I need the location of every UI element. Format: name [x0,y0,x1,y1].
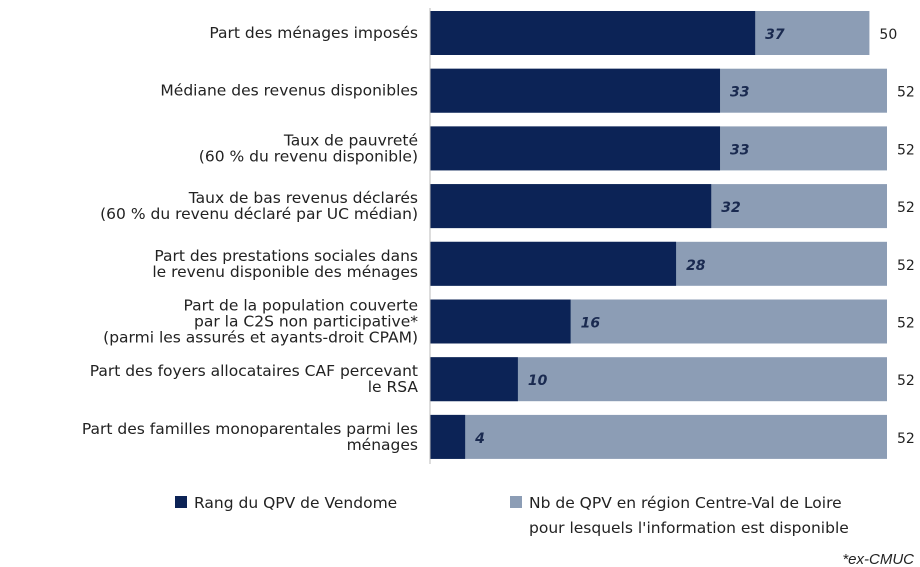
category-label: Part des prestations sociales dans le rev… [152,246,418,280]
data-label: 52 [897,316,915,332]
legend-label: Nb de QPV en région Centre-Val de Loire p… [529,494,849,537]
bar [430,414,887,459]
data-label: 52 [897,200,915,216]
data-label: 52 [897,85,915,101]
data-label: 52 [897,431,915,447]
data-label: 37 [765,27,785,43]
bar [430,241,677,286]
data-label: 16 [581,316,601,332]
legend-label: Rang du QPV de Vendome [194,494,397,512]
bar [430,299,571,344]
category-label: Médiane des revenus disponibles [160,81,418,99]
data-label: 28 [686,258,706,274]
legend-swatch [175,496,187,508]
bar [430,414,466,459]
data-label: 10 [528,373,548,389]
category-label: Part des familles monoparentales parmi l… [82,419,418,453]
category-label: Part de la population couverte par la C2S… [103,296,418,346]
category-label: Taux de bas revenus déclarés (60 % du rev… [100,189,418,223]
bar [430,11,756,55]
data-label: 50 [879,27,897,43]
data-label: 52 [897,373,915,389]
category-label: Taux de pauvreté (60 % du revenu disponib… [199,131,418,165]
bar [430,126,721,171]
category-label: Part des foyers allocataires CAF perceva… [90,362,419,396]
data-label: 33 [730,142,749,158]
footnote: *ex-CMUC [842,551,914,567]
legend-swatch [510,496,522,508]
data-label: 52 [897,142,915,158]
data-label: 52 [897,258,915,274]
data-label: 4 [474,431,485,447]
data-label: 33 [730,85,749,101]
category-label: Part des ménages imposés [209,24,418,42]
bar [430,68,721,113]
data-label: 32 [721,200,740,216]
bar [430,357,518,402]
bar [430,184,712,229]
